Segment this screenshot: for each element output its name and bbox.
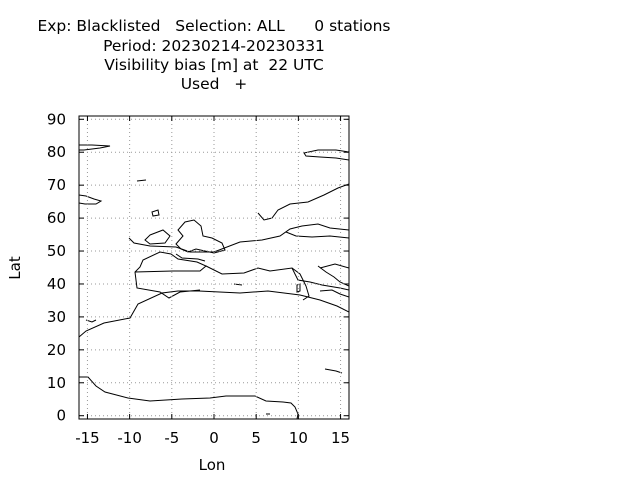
coastline-north-europe [128,223,349,253]
title-line-period: Period: 20230214-20230331 [103,37,325,55]
coastline-west-africa [79,376,299,419]
y-axis: 0 10 20 30 40 50 60 70 80 90 [47,110,349,425]
x-tick-label: -5 [164,429,179,447]
x-tick-label: -10 [117,429,142,447]
x-tick-label: 10 [289,429,308,447]
y-axis-label: Lat [6,256,24,280]
coastline-gulf-islands [324,368,343,374]
coastline-iceland [79,194,103,205]
coastline-scandinavia [257,183,349,221]
x-axis-label: Lon [199,456,226,474]
coastline-canaries [85,319,97,323]
y-tick-label: 70 [47,176,66,194]
x-tick-label: 15 [331,429,350,447]
y-tick-label: 20 [47,341,66,359]
y-tick-label: 60 [47,209,66,227]
coastline-great-britain [175,219,226,254]
coastline-aegean [319,289,349,298]
coastline-black-sea [319,263,349,269]
x-axis: -15 -10 -5 0 5 10 15 [75,116,350,447]
title-line-experiment: Exp: Blacklisted Selection: ALL 0 statio… [37,17,391,35]
coastline-baltic [285,231,349,239]
coastline-balkans [317,265,349,287]
coastline-greenland-east [79,144,111,151]
coastline-biscay [175,253,206,262]
y-tick-label: 80 [47,143,66,161]
coastline-ireland [144,229,171,245]
y-tick-label: 30 [47,308,66,326]
y-tick-label: 90 [47,110,66,128]
coastline-europe-south [205,265,349,291]
y-tick-label: 50 [47,242,66,260]
coastline-iberia [134,251,207,299]
coastline-faroes [151,209,160,217]
y-tick-label: 0 [56,407,66,425]
x-tick-label: 0 [209,429,219,447]
y-tick-label: 40 [47,275,66,293]
grid [79,116,349,419]
coastline-italy [291,267,310,301]
coastline-north-africa [79,290,349,338]
coastline-jan-mayen [136,179,147,182]
title-line-legend: Used + [180,75,248,93]
y-tick-label: 10 [47,374,66,392]
coastline-map [79,144,349,419]
coastline-svalbard [303,149,349,161]
x-tick-label: -15 [75,429,100,447]
plot-frame [78,115,350,420]
title-line-variable: Visibility bias [m] at 22 UTC [104,56,324,74]
x-tick-label: 5 [251,429,261,447]
